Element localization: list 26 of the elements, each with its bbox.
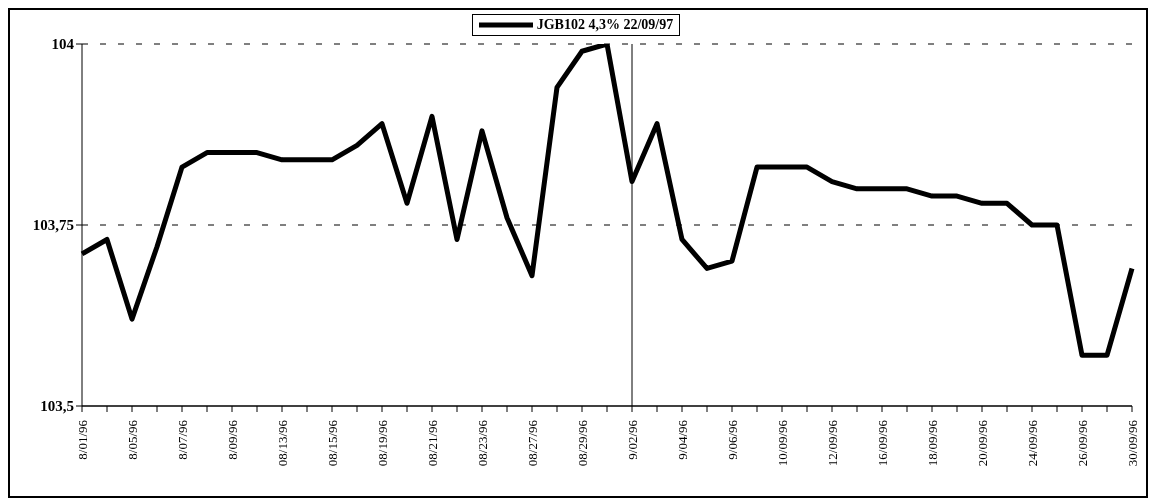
x-tick-label: 8/09/96 (224, 419, 240, 460)
y-tick-label: 104 (51, 36, 75, 53)
x-tick-label: 9/04/96 (674, 419, 690, 460)
y-tick-label: 103,75 (32, 217, 74, 234)
y-tick-label: 103,5 (40, 398, 74, 415)
x-tick-label: 8/05/96 (124, 419, 140, 460)
x-tick-label: 16/09/96 (874, 419, 890, 467)
x-tick-label: 18/09/96 (924, 419, 940, 467)
x-tick-label: 08/13/96 (274, 419, 290, 467)
x-tick-label: 12/09/96 (824, 419, 840, 467)
x-tick-label: 26/09/96 (1074, 419, 1090, 467)
x-tick-label: 08/19/96 (374, 419, 390, 467)
x-tick-label: 20/09/96 (974, 419, 990, 467)
x-tick-label: 8/01/96 (74, 419, 90, 460)
x-tick-label: 10/09/96 (774, 419, 790, 467)
legend-label: JGB102 4,3% 22/09/97 (536, 17, 674, 33)
x-tick-label: 08/27/96 (524, 419, 540, 467)
x-tick-label: 30/09/96 (1124, 419, 1140, 467)
x-tick-label: 08/29/96 (574, 419, 590, 467)
x-tick-label: 08/21/96 (424, 419, 440, 467)
x-tick-label: 9/02/96 (624, 419, 640, 460)
x-tick-label: 24/09/96 (1024, 419, 1040, 467)
x-tick-label: 08/15/96 (324, 419, 340, 467)
x-tick-label: 9/06/96 (724, 419, 740, 460)
x-tick-label: 8/07/96 (174, 419, 190, 460)
x-tick-label: 08/23/96 (474, 419, 490, 467)
